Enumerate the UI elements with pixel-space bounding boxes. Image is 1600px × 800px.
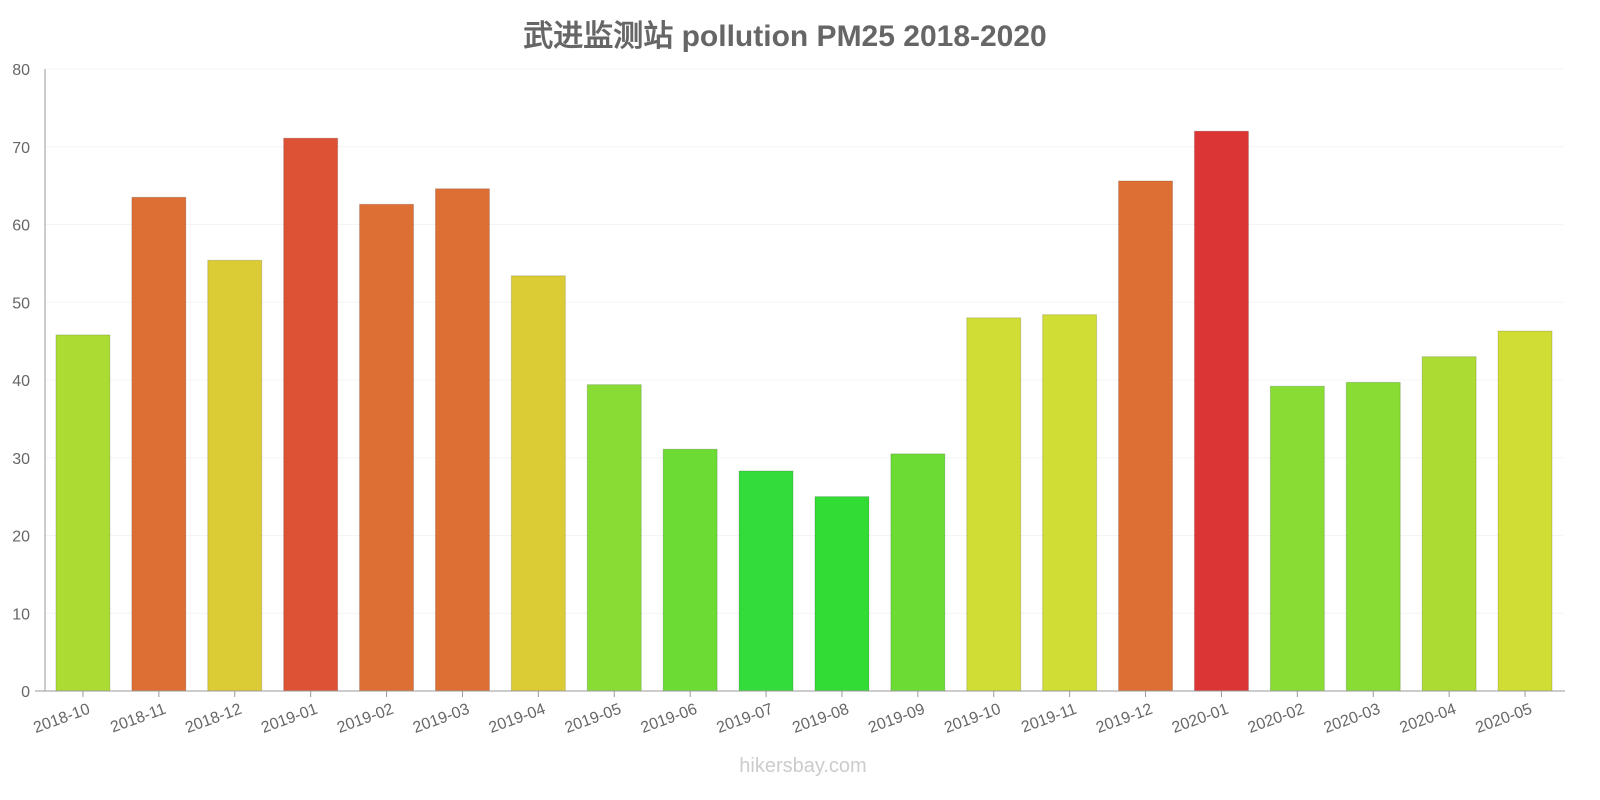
bar-2019-12 (1118, 180, 1174, 692)
y-tick-label: 0 (21, 684, 30, 701)
bar-2019-10 (966, 317, 1022, 692)
bar-2019-11 (1042, 314, 1098, 692)
bar-2020-03 (1345, 381, 1401, 692)
x-tick-label: 2019-01 (259, 701, 320, 737)
x-tick-label: 2019-12 (1094, 701, 1155, 737)
x-tick-label: 2019-10 (942, 701, 1003, 737)
y-tick-label: 50 (12, 295, 30, 312)
x-tick-label: 2020-05 (1473, 701, 1534, 737)
bars (55, 130, 1553, 692)
bar-2018-12 (207, 259, 263, 692)
x-tick-label: 2019-07 (714, 701, 775, 737)
gridlines (45, 68, 1563, 692)
y-tick-label: 10 (12, 606, 30, 623)
bar-2019-01 (283, 137, 339, 692)
y-tick-labels: 0 10 20 30 40 50 60 70 80 (12, 62, 30, 701)
bar-2019-05 (586, 384, 642, 692)
x-tick-label: 2020-01 (1170, 701, 1231, 737)
x-tick-label: 2018-11 (108, 701, 168, 737)
bar-2019-08 (814, 496, 870, 692)
y-tick-label: 80 (12, 62, 30, 79)
bar-2019-03 (434, 188, 490, 692)
x-tick-label: 2019-08 (790, 701, 851, 737)
x-tick-label: 2019-11 (1019, 701, 1079, 737)
y-tick-label: 70 (12, 140, 30, 157)
bar-2019-07 (738, 470, 794, 692)
watermark: hikersbay.com (739, 755, 866, 777)
bar-2019-04 (510, 275, 566, 692)
x-tick-label: 2020-02 (1246, 701, 1307, 737)
x-tick-label: 2019-02 (335, 701, 396, 737)
bar-2020-02 (1269, 385, 1325, 692)
y-tick-label: 40 (12, 373, 30, 390)
y-tick-label: 20 (12, 529, 30, 546)
x-tick-label: 2018-10 (31, 701, 92, 737)
bar-2020-01 (1193, 130, 1249, 692)
bar-2019-09 (890, 453, 946, 692)
bar-2018-11 (131, 196, 187, 692)
x-tick-label: 2019-03 (411, 701, 472, 737)
x-tick-label: 2020-04 (1398, 701, 1459, 737)
bar-2019-02 (359, 203, 415, 692)
y-tick-label: 60 (12, 218, 30, 235)
chart-title: 武进监测站 pollution PM25 2018-2020 (523, 20, 1046, 53)
bar-2020-04 (1421, 356, 1477, 692)
x-tick-label: 2019-05 (563, 701, 624, 737)
x-tick-label: 2019-09 (866, 701, 927, 737)
bar-2019-06 (662, 448, 718, 692)
x-tick-label: 2019-04 (487, 701, 548, 737)
bar-2018-10 (55, 334, 111, 692)
y-tick-label: 30 (12, 451, 30, 468)
bar-2020-05 (1497, 330, 1553, 692)
x-tick-labels: 2018-10 2018-11 2018-12 2019-01 2019-02 2019-… (31, 691, 1535, 737)
x-tick-label: 2020-03 (1322, 701, 1383, 737)
x-tick-label: 2018-12 (183, 701, 244, 737)
x-tick-label: 2019-06 (639, 701, 700, 737)
